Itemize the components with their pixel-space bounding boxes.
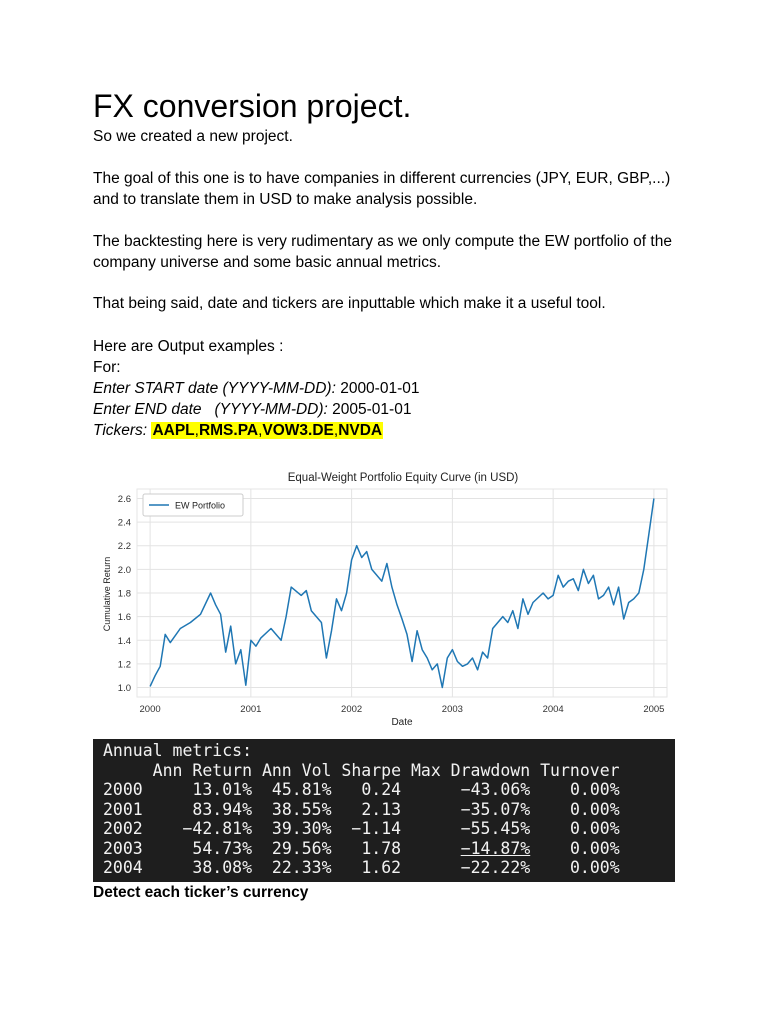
terminal-row: 2003 54.73% 29.56% 1.78 −14.87% 0.00%: [103, 839, 620, 858]
cell-ann-vol: 22.33%: [271, 858, 332, 877]
ticker-sep-1: ,: [194, 422, 199, 439]
tickers-line: Tickers: AAPL,RMS.PA,VOW3.DE,NVDA: [93, 420, 693, 441]
cell-sharpe: 2.13: [361, 799, 402, 819]
cell-max-drawdown: −14.87%: [460, 838, 531, 858]
cell-turnover: 0.00%: [569, 838, 620, 858]
x-tick-label: 2004: [543, 704, 564, 715]
cell-sharpe: −1.14: [351, 819, 402, 838]
terminal-rows: 2000 13.01% 45.81% 0.24 −43.06% 0.00% 20…: [103, 780, 620, 877]
y-tick-label: 1.4: [118, 636, 131, 647]
cell-max-drawdown: −55.45%: [460, 819, 531, 838]
ticker-nvda: NVDA: [338, 422, 383, 439]
terminal-row: 2004 38.08% 22.33% 1.62 −22.22% 0.00%: [103, 858, 620, 877]
cell-sharpe: 0.24: [361, 780, 402, 799]
end-date-label: Enter END date (YYYY-MM-DD):: [93, 401, 328, 418]
y-tick-label: 2.6: [118, 494, 131, 505]
x-tick-label: 2001: [240, 704, 261, 715]
cell-turnover: 0.00%: [569, 819, 620, 838]
cell-turnover: 0.00%: [569, 799, 620, 819]
terminal-title: Annual metrics:: [103, 741, 253, 760]
cell-turnover: 0.00%: [569, 858, 620, 877]
section-heading-currency: Detect each ticker’s currency: [93, 884, 309, 901]
cell-sharpe: 1.78: [361, 838, 402, 858]
chart-y-axis-label: Cumulative Return: [102, 557, 112, 632]
start-date-value: 2000-01-01: [335, 380, 420, 397]
terminal-row: 2002 −42.81% 39.30% −1.14 −55.45% 0.00%: [103, 819, 620, 838]
cell-year: 2002: [103, 819, 143, 838]
ticker-vow3: VOW3.DE: [262, 422, 334, 439]
cell-ann-vol: 39.30%: [271, 819, 332, 838]
cell-max-drawdown: −35.07%: [460, 799, 531, 819]
x-tick-label: 2003: [442, 704, 463, 715]
backtest-paragraph: The backtesting here is very rudimentary…: [93, 233, 672, 271]
y-tick-label: 1.8: [118, 589, 131, 600]
ticker-sep-2: ,: [258, 422, 263, 439]
goal-paragraph: The goal of this one is to have companie…: [93, 170, 671, 208]
x-tick-label: 2002: [341, 704, 362, 715]
cell-max-drawdown: −43.06%: [460, 780, 531, 799]
start-date-line: Enter START date (YYYY-MM-DD): 2000-01-0…: [93, 378, 693, 399]
page-title: FX conversion project.: [93, 88, 412, 124]
cell-ann-vol: 45.81%: [271, 780, 332, 799]
output-examples-label: Here are Output examples :: [93, 338, 284, 355]
ticker-rms: RMS.PA: [198, 422, 259, 439]
equity-curve-svg: Equal-Weight Portfolio Equity Curve (in …: [102, 472, 668, 728]
cell-turnover: 0.00%: [569, 780, 620, 799]
terminal-header: Ann Return Ann Vol Sharpe Max Drawdown T…: [103, 760, 620, 780]
y-tick-label: 1.2: [118, 659, 131, 670]
cell-ann-return: 83.94%: [192, 799, 253, 819]
for-label: For:: [93, 359, 121, 376]
cell-year: 2003: [103, 838, 143, 858]
cell-ann-return: 54.73%: [192, 838, 253, 858]
annual-metrics-terminal: Annual metrics: Ann Return Ann Vol Sharp…: [93, 739, 675, 882]
x-tick-label: 2000: [140, 704, 161, 715]
equity-curve-chart: Equal-Weight Portfolio Equity Curve (in …: [93, 461, 675, 737]
x-tick-label: 2005: [643, 704, 664, 715]
cell-year: 2000: [103, 780, 143, 799]
end-date-line: Enter END date (YYYY-MM-DD): 2005-01-01: [93, 399, 693, 420]
y-tick-label: 1.6: [118, 612, 131, 623]
ticker-sep-3: ,: [333, 422, 339, 439]
ticker-aapl: AAPL: [152, 422, 195, 439]
chart-title: Equal-Weight Portfolio Equity Curve (in …: [288, 472, 519, 484]
ew-portfolio-line: [149, 498, 655, 689]
cell-year: 2001: [103, 799, 143, 819]
end-date-value: 2005-01-01: [327, 401, 412, 418]
cell-year: 2004: [103, 858, 143, 877]
y-tick-label: 2.2: [118, 541, 131, 552]
terminal-row: 2001 83.94% 38.55% 2.13 −35.07% 0.00%: [103, 800, 620, 819]
cell-sharpe: 1.62: [361, 858, 402, 877]
tickers-label: Tickers:: [93, 422, 148, 439]
y-tick-label: 1.0: [118, 683, 131, 694]
intro-paragraph: So we created a new project.: [93, 128, 293, 145]
cell-ann-return: −42.81%: [182, 819, 253, 838]
legend-label: EW Portfolio: [175, 501, 225, 511]
cell-ann-return: 38.08%: [192, 858, 253, 877]
cell-ann-vol: 29.56%: [271, 838, 332, 858]
chart-x-axis-label: Date: [391, 717, 413, 728]
cell-ann-return: 13.01%: [192, 780, 253, 799]
y-tick-label: 2.4: [118, 518, 131, 529]
legend-box: [142, 493, 244, 517]
tickers-highlight: AAPL,RMS.PA,VOW3.DE,NVDA: [151, 422, 384, 439]
cell-ann-vol: 38.55%: [271, 799, 332, 819]
terminal-row: 2000 13.01% 45.81% 0.24 −43.06% 0.00%: [103, 780, 620, 799]
inputs-paragraph: That being said, date and tickers are in…: [93, 295, 606, 312]
start-date-label: Enter START date (YYYY-MM-DD):: [93, 380, 336, 397]
y-tick-label: 2.0: [118, 565, 131, 576]
cell-max-drawdown: −22.22%: [460, 858, 531, 877]
